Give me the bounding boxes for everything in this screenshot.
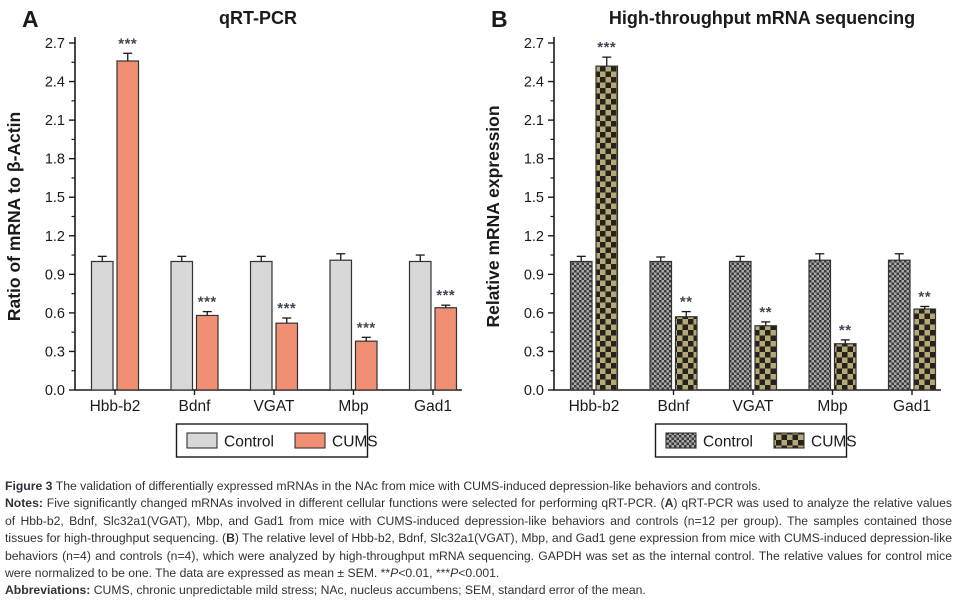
caption-segment: <0.001.	[458, 566, 500, 581]
bar-cums-vgat	[275, 322, 299, 391]
x-category-label: Hbb-b2	[569, 398, 620, 415]
x-category-label: Mbp	[817, 398, 847, 415]
panel-label: A	[22, 6, 39, 32]
y-tick-label: 2.1	[524, 113, 544, 129]
chart-title: High-throughput mRNA sequencing	[609, 8, 915, 28]
caption-segment: Notes:	[5, 496, 47, 511]
y-tick-label: 0.9	[45, 267, 65, 283]
bar-cums-gad1	[913, 308, 937, 391]
x-category-label: Hbb-b2	[90, 398, 141, 415]
caption-segment: A	[664, 496, 674, 511]
legend-label-control: Control	[703, 434, 753, 451]
significance-stars: ***	[357, 319, 376, 336]
caption-figure-line: Figure 3 The validation of differentiall…	[5, 478, 952, 495]
caption-segment: P	[390, 566, 399, 581]
y-tick-label: 1.8	[45, 152, 65, 168]
x-category-label: VGAT	[253, 398, 295, 415]
y-tick-label: 0.9	[524, 267, 544, 283]
caption-segment: CUMS, chronic unpredictable mild stress;…	[93, 583, 646, 598]
panel-label: B	[491, 6, 508, 32]
caption-segment: <0.01, ***	[398, 566, 451, 581]
legend-label-cums: CUMS	[332, 434, 378, 451]
caption-segment: B	[226, 531, 235, 546]
legend-swatch-control	[186, 432, 218, 449]
bar-control-hbb-b2	[569, 260, 593, 391]
caption-segment: ) qRT-PCR was used to analyze the relati…	[5, 496, 952, 546]
significance-stars: **	[759, 304, 772, 321]
significance-stars: ***	[277, 300, 296, 317]
y-tick-label: 2.1	[45, 113, 65, 129]
y-tick-label: 1.8	[524, 152, 544, 168]
bar-control-vgat	[728, 260, 752, 391]
y-tick-label: 2.7	[45, 36, 65, 52]
x-category-label: Gad1	[893, 398, 931, 415]
legend-swatch-cums	[294, 432, 326, 449]
y-tick-label: 0.6	[524, 306, 544, 322]
bar-control-vgat	[249, 260, 273, 391]
y-tick-label: 2.4	[45, 75, 65, 91]
y-tick-label: 1.5	[524, 190, 544, 206]
bar-control-gad1	[408, 260, 432, 391]
caption-segment: Figure 3	[5, 479, 56, 493]
caption-segment: The validation of differentially express…	[55, 479, 761, 493]
bar-control-mbp	[808, 259, 832, 391]
y-tick-label: 0.6	[45, 306, 65, 322]
bar-cums-hbb-b2	[595, 65, 619, 391]
caption-segment: Abbreviations:	[5, 583, 94, 598]
y-tick-label: 0.3	[45, 344, 65, 360]
bar-cums-hbb-b2	[116, 60, 140, 391]
x-category-label: Bdnf	[658, 398, 691, 415]
bar-cums-vgat	[754, 325, 778, 391]
x-category-label: Bdnf	[179, 398, 212, 415]
y-tick-label: 0.0	[524, 383, 544, 399]
legend-swatch-control	[665, 432, 697, 449]
bar-control-bdnf	[649, 260, 673, 391]
bar-control-mbp	[329, 259, 353, 391]
x-category-label: Gad1	[414, 398, 452, 415]
y-tick-label: 1.2	[524, 229, 544, 245]
y-tick-label: 0.3	[524, 344, 544, 360]
y-tick-label: 2.7	[524, 36, 544, 52]
significance-stars: **	[839, 322, 852, 339]
significance-stars: **	[918, 288, 931, 305]
y-tick-label: 1.2	[45, 229, 65, 245]
chart-panel-b: B High-throughput mRNA sequencing Relative…	[483, 6, 941, 458]
caption-segment: P	[450, 566, 459, 581]
significance-stars: **	[680, 294, 693, 311]
bar-cums-bdnf	[674, 316, 698, 391]
bar-cums-mbp	[354, 340, 378, 391]
legend-label-cums: CUMS	[811, 434, 857, 451]
significance-stars: ***	[597, 39, 616, 56]
y-axis-label: Ratio of mRNA to β-Actin	[4, 112, 24, 321]
legend-swatch-cums	[773, 432, 805, 449]
figure-caption: Figure 3 The validation of differentiall…	[5, 478, 952, 600]
significance-stars: ***	[118, 35, 137, 52]
y-tick-label: 1.5	[45, 190, 65, 206]
caption-segment: ) The relative level of Hbb-b2, Bdnf, Sl…	[5, 531, 952, 581]
y-tick-label: 0.0	[45, 383, 65, 399]
bar-control-hbb-b2	[90, 260, 114, 391]
bar-control-bdnf	[170, 260, 194, 391]
bar-cums-gad1	[434, 307, 458, 391]
y-axis-label: Relative mRNA expression	[483, 105, 503, 327]
bar-cums-bdnf	[195, 314, 219, 391]
x-category-label: Mbp	[338, 398, 368, 415]
y-tick-label: 2.4	[524, 75, 544, 91]
legend-label-control: Control	[224, 434, 274, 451]
bar-control-gad1	[887, 259, 911, 391]
x-category-label: VGAT	[732, 398, 774, 415]
chart-title: qRT-PCR	[219, 8, 297, 28]
significance-stars: ***	[198, 294, 217, 311]
caption-abbreviations: Abbreviations: CUMS, chronic unpredictab…	[5, 582, 952, 599]
bar-cums-mbp	[833, 343, 857, 391]
caption-notes: Notes: Five significantly changed mRNAs …	[5, 495, 952, 582]
caption-segment: Five significantly changed mRNAs involve…	[46, 496, 665, 511]
significance-stars: ***	[436, 287, 455, 304]
